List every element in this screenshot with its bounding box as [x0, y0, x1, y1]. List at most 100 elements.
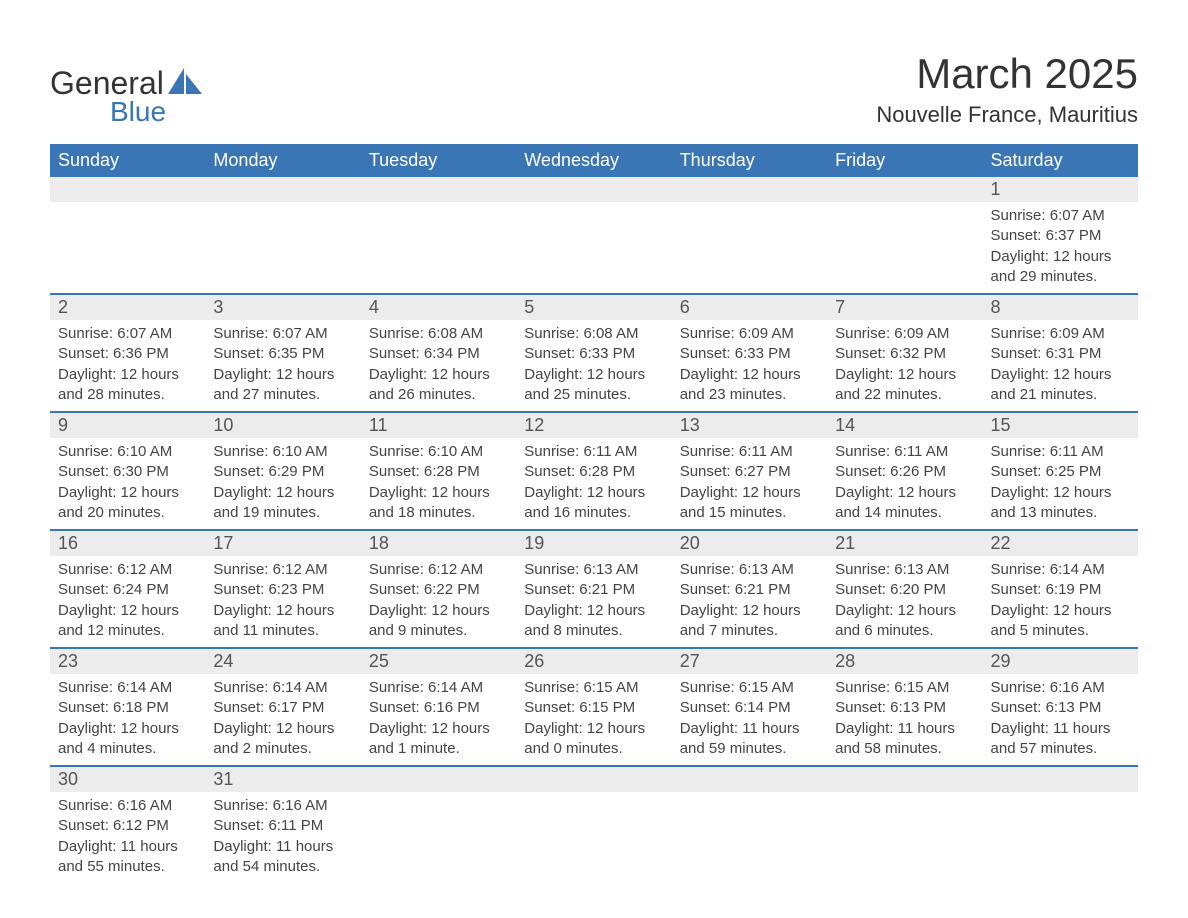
daylight-line-1: Daylight: 12 hours [835, 601, 974, 621]
day-data: Sunrise: 6:09 AMSunset: 6:32 PMDaylight:… [827, 320, 982, 411]
calendar-day-cell [516, 766, 671, 883]
day-data [205, 202, 360, 274]
day-number-bar [205, 177, 360, 202]
daylight-line-1: Daylight: 12 hours [680, 365, 819, 385]
day-data: Sunrise: 6:07 AMSunset: 6:37 PMDaylight:… [983, 202, 1138, 293]
daylight-line-2: and 15 minutes. [680, 503, 819, 523]
daylight-line-1: Daylight: 12 hours [213, 601, 352, 621]
calendar-day-cell [516, 177, 671, 294]
day-number-bar: 6 [672, 295, 827, 320]
calendar-week-row: 16Sunrise: 6:12 AMSunset: 6:24 PMDayligh… [50, 530, 1138, 648]
sunset-line: Sunset: 6:21 PM [680, 580, 819, 600]
calendar-day-cell: 4Sunrise: 6:08 AMSunset: 6:34 PMDaylight… [361, 294, 516, 412]
weekday-header: Thursday [672, 144, 827, 177]
day-data: Sunrise: 6:10 AMSunset: 6:28 PMDaylight:… [361, 438, 516, 529]
calendar-week-row: 1Sunrise: 6:07 AMSunset: 6:37 PMDaylight… [50, 177, 1138, 294]
day-data: Sunrise: 6:12 AMSunset: 6:24 PMDaylight:… [50, 556, 205, 647]
daylight-line-2: and 54 minutes. [213, 857, 352, 877]
daylight-line-2: and 19 minutes. [213, 503, 352, 523]
daylight-line-2: and 26 minutes. [369, 385, 508, 405]
day-number-bar: 27 [672, 649, 827, 674]
sunset-line: Sunset: 6:12 PM [58, 816, 197, 836]
sunset-line: Sunset: 6:20 PM [835, 580, 974, 600]
sunset-line: Sunset: 6:21 PM [524, 580, 663, 600]
daylight-line-2: and 7 minutes. [680, 621, 819, 641]
day-data: Sunrise: 6:14 AMSunset: 6:16 PMDaylight:… [361, 674, 516, 765]
day-number-bar: 7 [827, 295, 982, 320]
daylight-line-1: Daylight: 12 hours [213, 365, 352, 385]
sunrise-line: Sunrise: 6:09 AM [835, 324, 974, 344]
sunrise-line: Sunrise: 6:09 AM [680, 324, 819, 344]
day-number-bar: 20 [672, 531, 827, 556]
daylight-line-2: and 1 minute. [369, 739, 508, 759]
daylight-line-1: Daylight: 11 hours [58, 837, 197, 857]
sunrise-line: Sunrise: 6:10 AM [213, 442, 352, 462]
weekday-header: Monday [205, 144, 360, 177]
day-data [983, 792, 1138, 864]
calendar-day-cell: 14Sunrise: 6:11 AMSunset: 6:26 PMDayligh… [827, 412, 982, 530]
daylight-line-2: and 16 minutes. [524, 503, 663, 523]
sunrise-line: Sunrise: 6:12 AM [369, 560, 508, 580]
sunrise-line: Sunrise: 6:13 AM [680, 560, 819, 580]
month-title: March 2025 [876, 50, 1138, 98]
sunset-line: Sunset: 6:13 PM [835, 698, 974, 718]
calendar-day-cell: 25Sunrise: 6:14 AMSunset: 6:16 PMDayligh… [361, 648, 516, 766]
sunrise-line: Sunrise: 6:16 AM [213, 796, 352, 816]
day-number-bar: 30 [50, 767, 205, 792]
calendar-day-cell [672, 766, 827, 883]
calendar-day-cell: 20Sunrise: 6:13 AMSunset: 6:21 PMDayligh… [672, 530, 827, 648]
day-data: Sunrise: 6:07 AMSunset: 6:35 PMDaylight:… [205, 320, 360, 411]
calendar-day-cell: 9Sunrise: 6:10 AMSunset: 6:30 PMDaylight… [50, 412, 205, 530]
day-number-bar: 13 [672, 413, 827, 438]
day-number-bar: 11 [361, 413, 516, 438]
day-data: Sunrise: 6:13 AMSunset: 6:21 PMDaylight:… [672, 556, 827, 647]
sunrise-line: Sunrise: 6:12 AM [58, 560, 197, 580]
day-number-bar: 10 [205, 413, 360, 438]
sunset-line: Sunset: 6:22 PM [369, 580, 508, 600]
calendar-day-cell: 3Sunrise: 6:07 AMSunset: 6:35 PMDaylight… [205, 294, 360, 412]
calendar-day-cell: 21Sunrise: 6:13 AMSunset: 6:20 PMDayligh… [827, 530, 982, 648]
day-data [827, 202, 982, 274]
location-subtitle: Nouvelle France, Mauritius [876, 102, 1138, 128]
calendar-week-row: 30Sunrise: 6:16 AMSunset: 6:12 PMDayligh… [50, 766, 1138, 883]
day-data: Sunrise: 6:14 AMSunset: 6:18 PMDaylight:… [50, 674, 205, 765]
calendar-week-row: 23Sunrise: 6:14 AMSunset: 6:18 PMDayligh… [50, 648, 1138, 766]
sunrise-line: Sunrise: 6:08 AM [369, 324, 508, 344]
daylight-line-1: Daylight: 12 hours [58, 601, 197, 621]
day-number-bar [672, 767, 827, 792]
daylight-line-1: Daylight: 12 hours [835, 365, 974, 385]
sunrise-line: Sunrise: 6:16 AM [58, 796, 197, 816]
day-number-bar: 23 [50, 649, 205, 674]
day-number-bar: 24 [205, 649, 360, 674]
day-number-bar: 15 [983, 413, 1138, 438]
sunrise-line: Sunrise: 6:11 AM [524, 442, 663, 462]
sunrise-line: Sunrise: 6:14 AM [58, 678, 197, 698]
calendar-day-cell [672, 177, 827, 294]
sunrise-line: Sunrise: 6:10 AM [369, 442, 508, 462]
sunset-line: Sunset: 6:28 PM [369, 462, 508, 482]
day-data: Sunrise: 6:13 AMSunset: 6:20 PMDaylight:… [827, 556, 982, 647]
daylight-line-1: Daylight: 12 hours [369, 719, 508, 739]
calendar-day-cell: 10Sunrise: 6:10 AMSunset: 6:29 PMDayligh… [205, 412, 360, 530]
day-data: Sunrise: 6:11 AMSunset: 6:27 PMDaylight:… [672, 438, 827, 529]
day-number-bar: 28 [827, 649, 982, 674]
sunset-line: Sunset: 6:35 PM [213, 344, 352, 364]
sunset-line: Sunset: 6:17 PM [213, 698, 352, 718]
calendar-day-cell: 22Sunrise: 6:14 AMSunset: 6:19 PMDayligh… [983, 530, 1138, 648]
day-number-bar: 19 [516, 531, 671, 556]
sunset-line: Sunset: 6:16 PM [369, 698, 508, 718]
day-data: Sunrise: 6:13 AMSunset: 6:21 PMDaylight:… [516, 556, 671, 647]
sunrise-line: Sunrise: 6:16 AM [991, 678, 1130, 698]
calendar-day-cell: 11Sunrise: 6:10 AMSunset: 6:28 PMDayligh… [361, 412, 516, 530]
sunset-line: Sunset: 6:33 PM [524, 344, 663, 364]
weekday-header: Saturday [983, 144, 1138, 177]
sunset-line: Sunset: 6:11 PM [213, 816, 352, 836]
daylight-line-2: and 2 minutes. [213, 739, 352, 759]
daylight-line-1: Daylight: 11 hours [680, 719, 819, 739]
sunrise-line: Sunrise: 6:12 AM [213, 560, 352, 580]
day-number-bar: 9 [50, 413, 205, 438]
day-number-bar [361, 767, 516, 792]
day-data: Sunrise: 6:15 AMSunset: 6:13 PMDaylight:… [827, 674, 982, 765]
calendar-day-cell [827, 177, 982, 294]
day-number-bar: 5 [516, 295, 671, 320]
